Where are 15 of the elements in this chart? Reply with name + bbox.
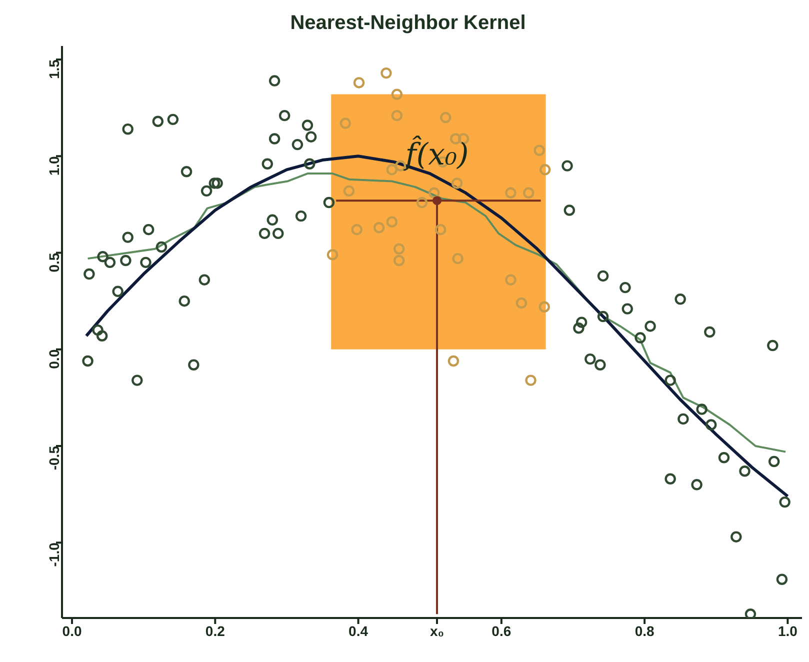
x-tick-label: 0.8	[634, 622, 654, 639]
x-tick-label: 0.6	[492, 622, 512, 639]
x-tick-label: 0.4	[348, 622, 368, 639]
x-tick-label: 1.0	[778, 622, 798, 639]
y-tick-label: -1.0	[46, 542, 62, 567]
annotation: f̂(x₀)	[403, 135, 469, 173]
y-tick-label: 1.0	[46, 156, 62, 176]
chart-title: Nearest-Neighbor Kernel	[289, 11, 527, 36]
y-tick-label: -0.5	[46, 446, 62, 470]
x-tick-label: 0.0	[62, 622, 82, 639]
y-tick-label: 1.5	[46, 59, 62, 79]
x-tick-label: x₀	[430, 622, 444, 639]
y-tick-label: 0.0	[46, 349, 62, 369]
x-tick-label: 0.2	[205, 622, 226, 639]
y-tick-label: 0.5	[46, 252, 62, 272]
